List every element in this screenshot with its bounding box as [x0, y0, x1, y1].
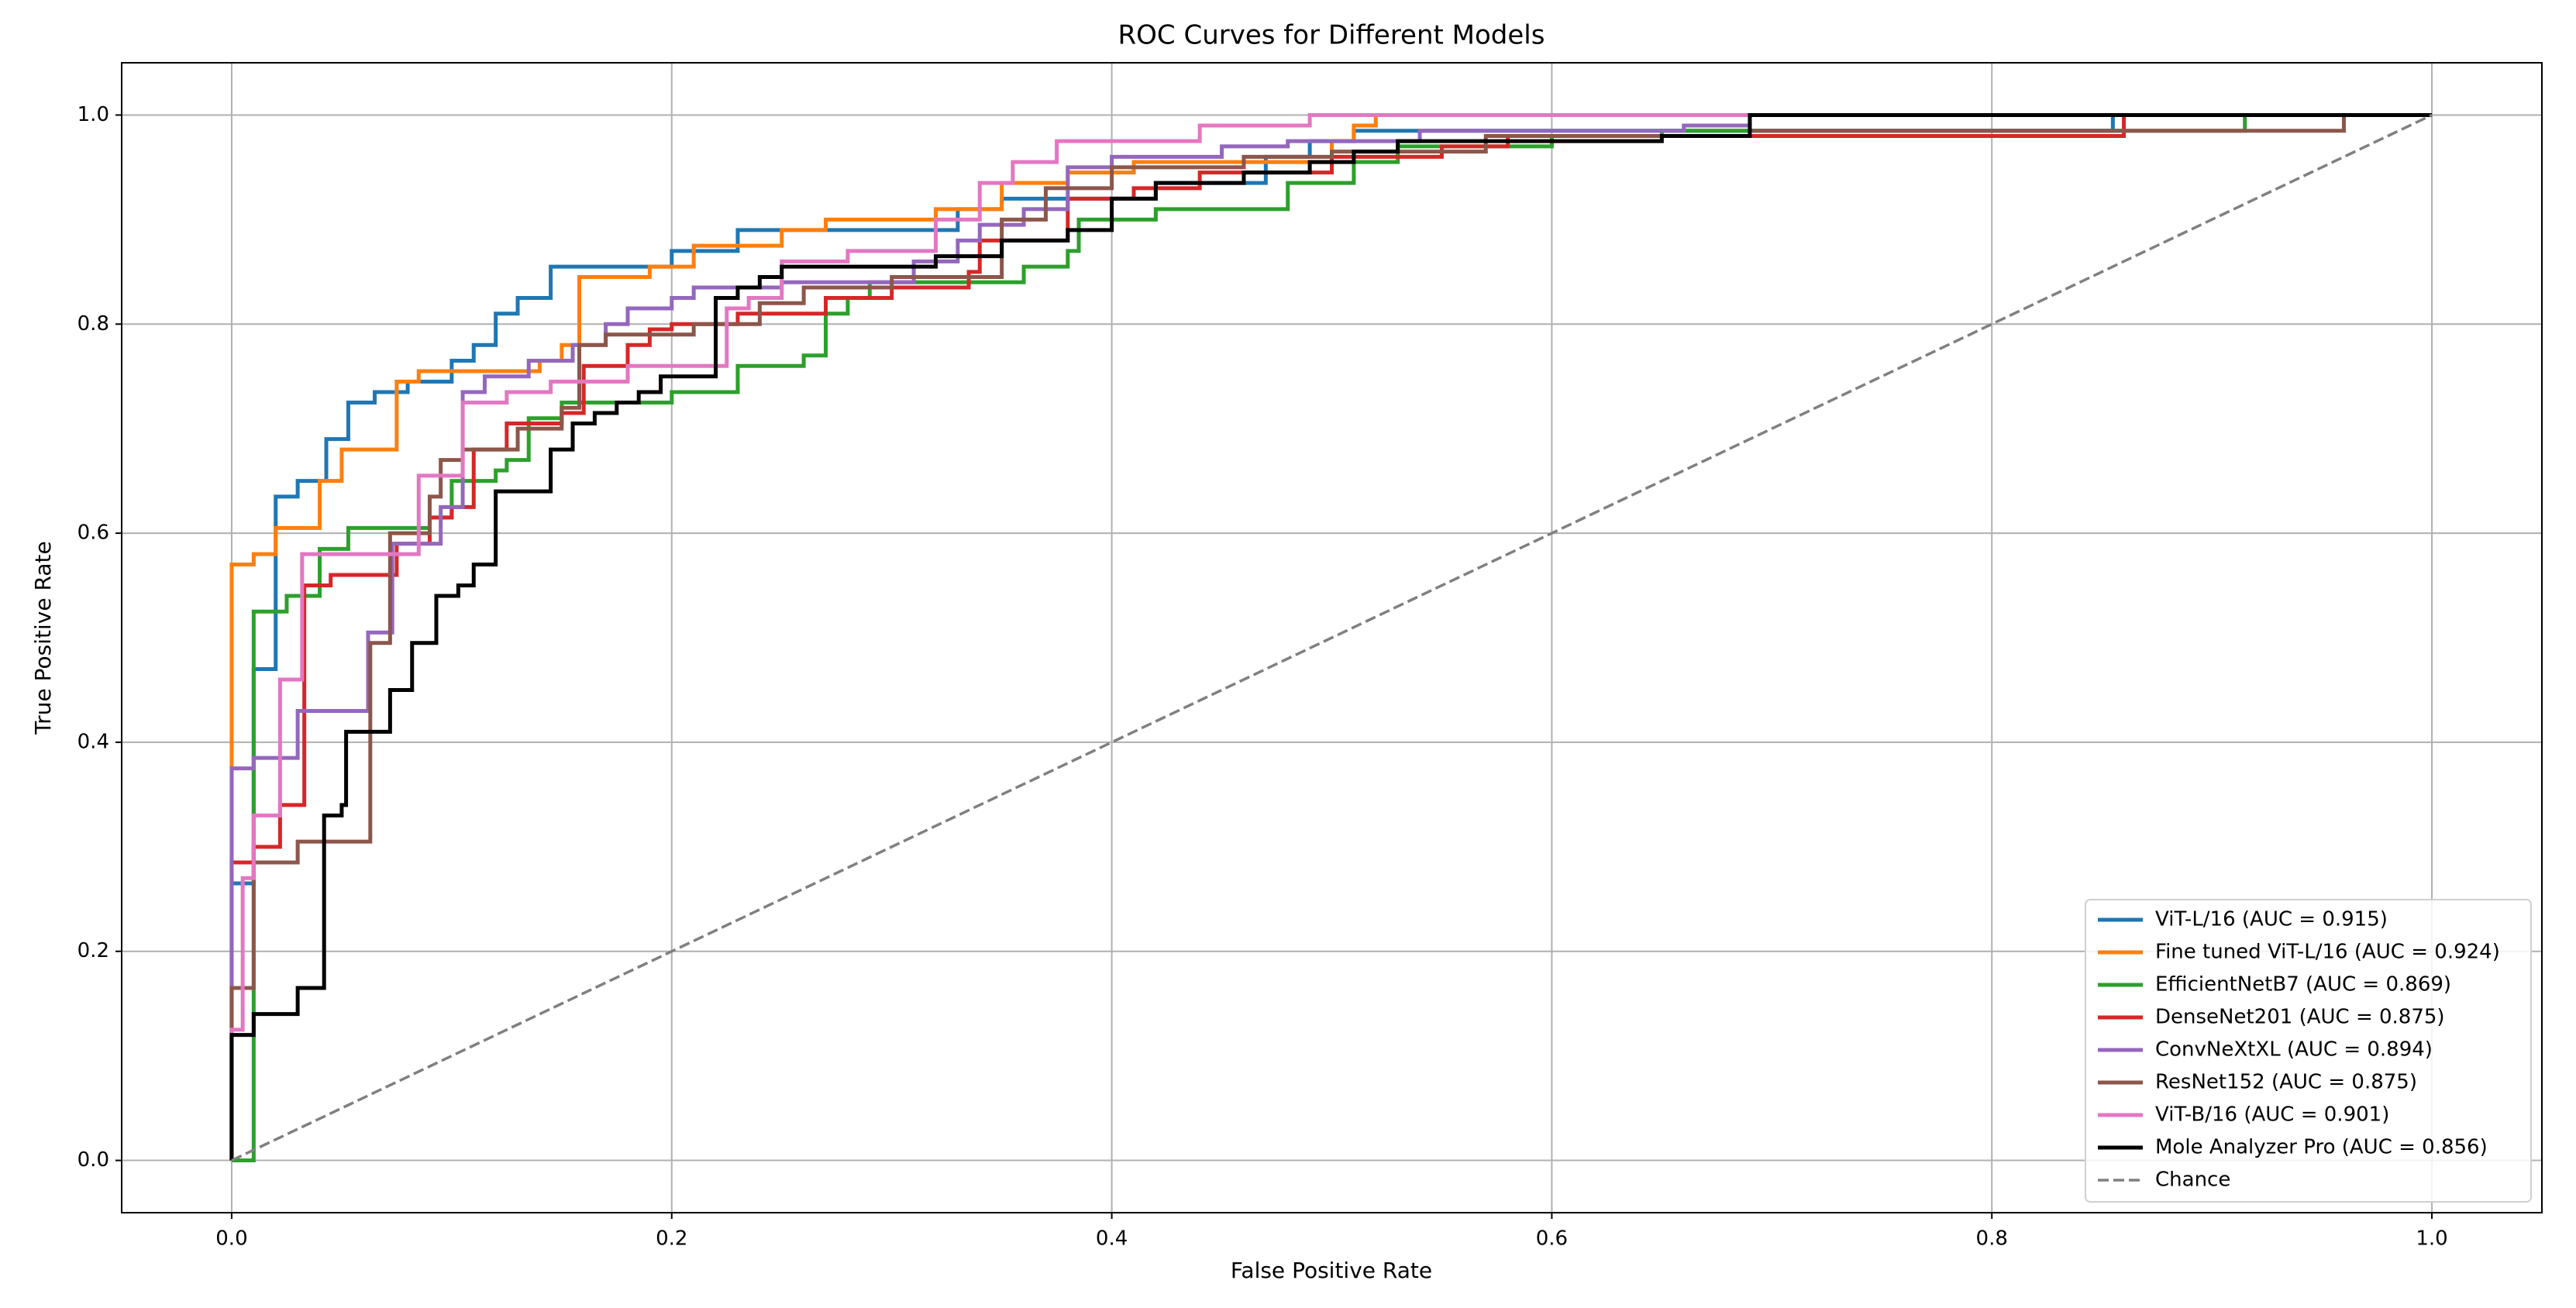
x-axis-label: False Positive Rate — [1231, 1258, 1432, 1283]
legend-label: ViT-B/16 (AUC = 0.901) — [2155, 1103, 2389, 1127]
y-tick-label: 1.0 — [77, 103, 109, 126]
roc-curve — [229, 112, 2433, 1161]
roc-curve — [231, 112, 2433, 1163]
legend-label: ResNet152 (AUC = 0.875) — [2155, 1071, 2417, 1094]
legend-label: Fine tuned ViT-L/16 (AUC = 0.924) — [2155, 941, 2500, 964]
legend-label: ViT-L/16 (AUC = 0.915) — [2155, 908, 2388, 931]
legend-box — [2085, 899, 2532, 1203]
roc-curve — [229, 112, 2433, 1161]
y-axis-label: True Positive Rate — [30, 541, 56, 735]
y-tick-label: 0.4 — [77, 730, 109, 753]
legend-label: Mole Analyzer Pro (AUC = 0.856) — [2155, 1136, 2488, 1159]
roc-curve — [229, 112, 2433, 1161]
legend-label: ConvNeXtXL (AUC = 0.894) — [2155, 1038, 2433, 1062]
roc-curve — [229, 112, 2433, 1161]
x-tick-label: 0.0 — [215, 1227, 247, 1251]
roc-curve — [231, 113, 2433, 1162]
y-tick-label: 0.0 — [77, 1148, 109, 1172]
legend: ViT-L/16 (AUC = 0.915) Fine tuned ViT-L/1… — [2085, 899, 2532, 1203]
roc-curve — [229, 112, 2433, 1161]
x-tick-label: 0.4 — [1096, 1227, 1128, 1251]
y-tick-label: 0.2 — [77, 939, 109, 962]
x-tick-label: 1.0 — [2416, 1227, 2447, 1251]
legend-label: Chance — [2155, 1169, 2230, 1192]
roc-curve — [229, 112, 2433, 1161]
x-tick-label: 0.8 — [1976, 1227, 2008, 1251]
legend-label: DenseNet201 (AUC = 0.875) — [2155, 1006, 2445, 1029]
x-tick-label: 0.6 — [1536, 1227, 1568, 1251]
y-tick-label: 0.8 — [77, 312, 109, 336]
chart-title: ROC Curves for Different Models — [1118, 20, 1545, 51]
x-tick-label: 0.2 — [656, 1227, 687, 1251]
roc-curve — [229, 112, 2433, 1161]
legend-label: EfficientNetB7 (AUC = 0.869) — [2155, 973, 2451, 996]
plot-frame — [121, 62, 2543, 1213]
y-tick-label: 0.6 — [77, 521, 109, 545]
